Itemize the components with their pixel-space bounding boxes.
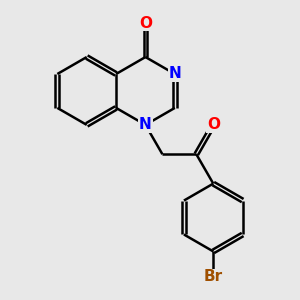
Text: N: N xyxy=(169,67,181,82)
Text: O: O xyxy=(139,16,152,31)
Text: Br: Br xyxy=(204,269,223,284)
Text: N: N xyxy=(139,117,152,132)
Text: O: O xyxy=(207,117,220,132)
